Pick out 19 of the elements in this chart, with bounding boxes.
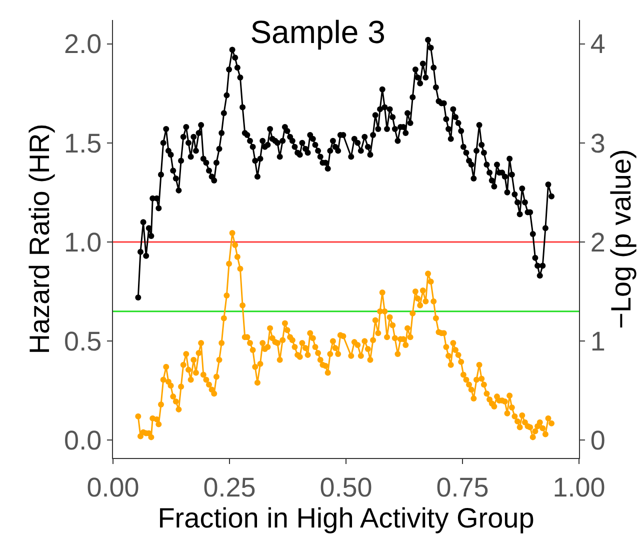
x-tick-label: 0.75: [436, 472, 489, 502]
y2-tick-label: 3: [590, 128, 606, 158]
y2-tick-label: 4: [590, 29, 606, 60]
y-tick-label: 2.0: [64, 29, 102, 60]
x-tick-label: 0.50: [320, 472, 372, 502]
y2-tick-label: 0: [590, 426, 606, 456]
y-tick-label: 0.5: [64, 326, 102, 357]
x-tick-label: 0.00: [86, 472, 140, 502]
y2-tick-label: 2: [590, 227, 606, 258]
x-tick-label: 1.00: [552, 472, 606, 502]
x-tick-label: 0.25: [203, 472, 256, 502]
y2-axis-title: −Log (p value): [605, 149, 636, 329]
x-axis-title: Fraction in High Activity Group: [158, 502, 534, 534]
y-axis-title: Hazard Ratio (HR): [24, 124, 55, 354]
y-tick-label: 1.0: [64, 227, 102, 258]
y-tick-label: 1.5: [64, 128, 102, 158]
chart-title: Sample 3: [250, 14, 386, 50]
y-tick-label: 0.0: [64, 426, 102, 456]
y2-tick-label: 1: [590, 326, 606, 357]
